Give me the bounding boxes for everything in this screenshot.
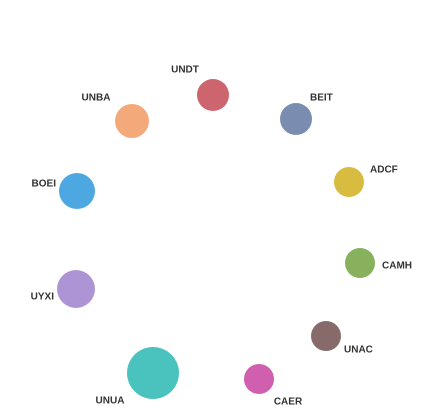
node (334, 167, 364, 197)
node (345, 248, 375, 278)
node (57, 270, 95, 308)
node-label: UNDT (171, 65, 199, 76)
node (244, 364, 274, 394)
node-label: ADCF (370, 165, 398, 176)
node (115, 104, 149, 138)
node (280, 103, 312, 135)
node-label: CAMH (382, 261, 412, 272)
node-label: CAER (274, 397, 303, 408)
node-label: UNUA (96, 396, 125, 407)
node-label: BEIT (310, 93, 333, 104)
node-label: BOEI (32, 179, 57, 190)
node-label: UYXI (31, 292, 55, 303)
node-label: UNBA (82, 93, 111, 104)
node (59, 173, 95, 209)
node (197, 79, 229, 111)
node (127, 347, 179, 399)
node-label: UNAC (344, 345, 373, 356)
node (311, 321, 341, 351)
